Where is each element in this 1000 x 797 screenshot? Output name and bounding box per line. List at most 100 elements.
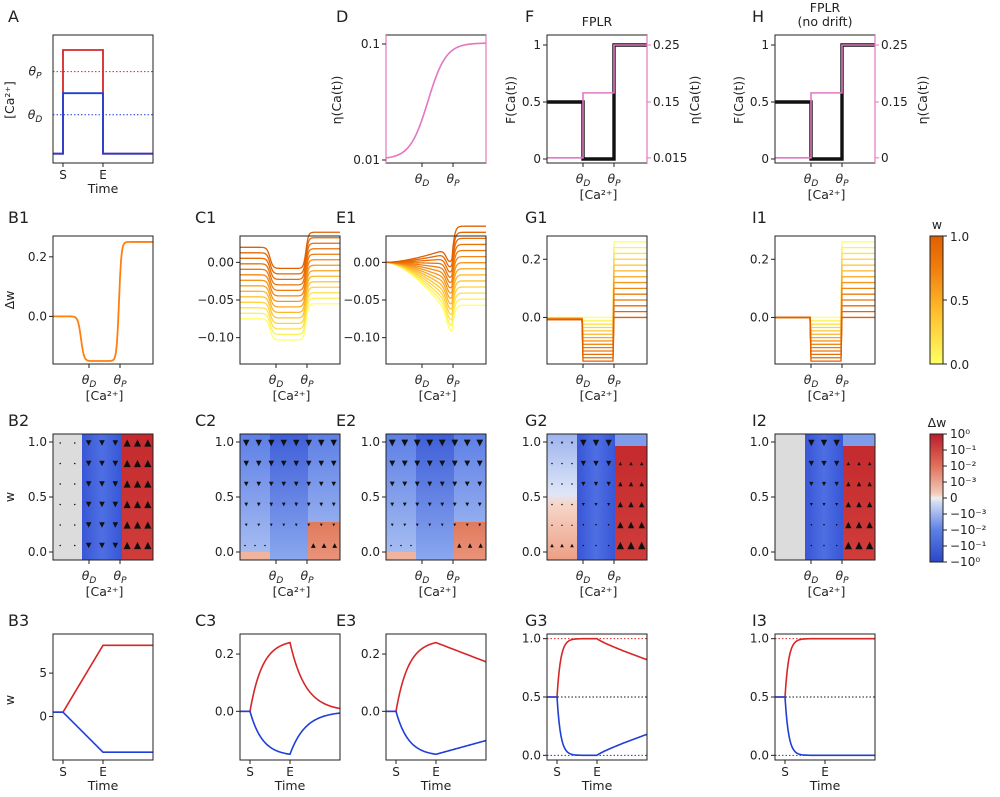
flow-dot [59,544,62,547]
panel-B2: B2 1.0 0.5 0.0 θD θP[Ca²⁺] [8,411,154,599]
dw-curve-w [547,316,647,362]
xtick-theta-d: θD [576,171,591,189]
colorbar-dw-gradient [929,433,944,563]
flow-dot [551,462,553,465]
ytick-label: 1 [533,38,541,52]
flow-arrow-down [413,439,421,447]
flow-arrow-down [415,523,419,527]
flow-arrow-down [330,439,337,447]
flow-arrow-down [833,439,840,447]
flow-dot [561,483,563,485]
xlabel-ca: [Ca²⁺] [273,584,311,599]
ytick-label-right: 0.015 [653,151,687,165]
flow-arrow-down [306,481,312,487]
flow-arrow-down [282,523,286,527]
ytick-label: 0.5 [750,490,769,504]
flow-arrow-down [244,523,248,527]
xtick-S: S [246,765,254,779]
colorbar-dw-label: Δw [928,415,947,430]
xtick-E: E [99,765,107,779]
heatmap-pos [386,552,416,560]
colorbar-w: w 1.0 0.5 0.0 [929,217,969,372]
xlabel-ca: [Ca²⁺] [580,187,618,202]
ytick-label: 0.5 [522,95,541,109]
flow-arrow-down [402,481,408,487]
flow-dot [835,544,838,547]
ytick-label-right: 0 [881,151,889,165]
flow-arrow-down [607,524,610,526]
flow-arrow-down [476,439,484,447]
xtick-E: E [432,765,440,779]
flow-dot [582,544,585,547]
panel-label-A: A [8,7,19,26]
flow-arrow-up [638,521,645,529]
panel-label-E1: E1 [336,208,356,227]
ytick-label: 0.00 [207,255,234,269]
xtick-theta-d: θD [82,372,97,390]
heatmap-depression [82,434,122,560]
dw-curve-w [547,287,647,345]
flow-arrow-down [414,481,420,487]
panel-label-B1: B1 [8,208,29,227]
xtick-theta-p: θP [300,372,314,390]
flow-arrow-down [439,460,446,467]
flow-arrow-down [390,523,394,527]
flow-arrow-down [268,481,274,487]
xtick-theta-d: θD [415,171,430,189]
flow-arrow-down [257,523,261,527]
xtick-S: S [553,765,561,779]
panel-label-G2: G2 [525,411,548,430]
flow-arrow-up [867,481,872,487]
dw-curve-w [240,270,340,308]
ytick-label-right: 0.15 [653,95,680,109]
flow-arrow-down [464,481,470,487]
flow-arrow-down [85,481,92,487]
ylabel-w-B3: w [2,695,17,705]
flow-arrow-up [866,501,873,508]
ytick-label: 0.0 [750,545,769,559]
xtick-theta-p: θP [446,372,460,390]
panel-label-B3: B3 [8,611,29,630]
dw-curve-w [240,237,340,275]
flow-arrow-down [331,460,337,467]
flow-arrow-down [112,522,119,528]
heatmap-drift [547,434,577,560]
panel-title: FPLR [582,14,613,29]
panel-label-E3: E3 [336,611,356,630]
xtick-theta-p: θP [835,568,849,586]
heatmap-depression [577,434,615,560]
flow-dot [595,544,597,547]
flow-arrow-down [112,481,119,487]
flow-arrow-up [629,461,633,466]
xtick-theta-d: θD [415,372,430,390]
panel-E2: E2 1.0 0.5 0.0 θD θP[Ca²⁺] [336,411,487,599]
panel-label-D: D [336,7,348,26]
flow-arrow-down [835,524,838,526]
w-trace-potentiation [775,637,875,698]
flow-arrow-up [310,543,316,548]
flow-arrow-down [388,439,396,447]
flow-arrow-down [451,439,459,447]
ytick-label: 0.0 [361,545,380,559]
flow-arrow-down [269,523,273,527]
flow-arrow-down [402,502,407,507]
flow-arrow-down [306,460,312,467]
dw-curve-w [240,281,340,319]
ytick-label: 0.2 [750,252,769,266]
flow-arrow-up [133,480,142,488]
ytick-label: 0.0 [522,310,541,324]
panel-title: (no drift) [798,14,853,29]
flow-arrow-down [560,441,564,445]
flow-arrow-up [628,481,634,487]
flow-arrow-down [810,524,813,526]
axes-frame [385,633,487,761]
panel-C1: C1 0.00 −0.05 −0.10 θD θP[Ca²⁺] [195,208,341,403]
dw-curve-w [547,299,647,352]
xtick-theta-d: θD [269,568,284,586]
flow-arrow-down [835,502,839,507]
w-trace-potentiation [53,644,153,714]
flow-arrow-up [627,521,635,529]
flow-dot [571,503,573,506]
flow-dot [607,544,610,547]
